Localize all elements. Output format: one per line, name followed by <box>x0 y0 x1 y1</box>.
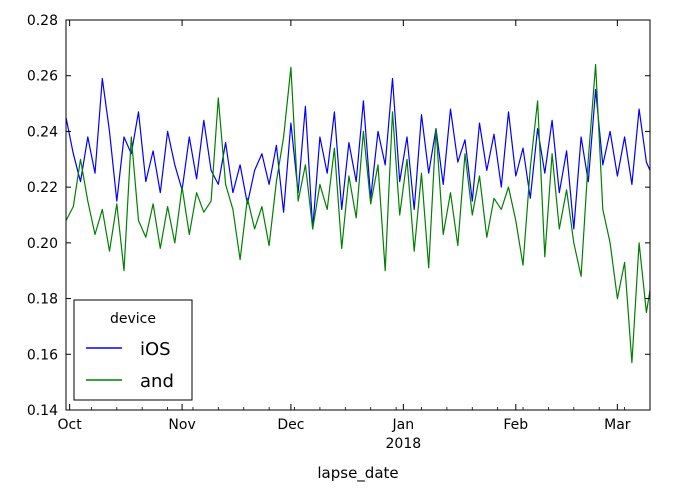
x-tick-label: Mar <box>604 417 631 433</box>
x-axis-label: lapse_date <box>317 464 398 483</box>
legend: device iOS and <box>73 299 193 401</box>
plot-frame <box>65 19 651 411</box>
legend-title: device <box>110 311 156 327</box>
x-tick-sublabel: 2018 <box>386 436 422 452</box>
x-tick-label: Oct <box>58 417 83 433</box>
legend-label-and: and <box>140 371 174 392</box>
y-tick-label: 0.18 <box>27 292 58 308</box>
y-tick-label: 0.24 <box>27 124 58 140</box>
legend-label-ios: iOS <box>140 339 171 360</box>
y-tick-label: 0.14 <box>27 403 58 419</box>
y-tick-label: 0.16 <box>27 347 58 363</box>
y-tick-label: 0.20 <box>27 236 58 252</box>
y-tick-label: 0.22 <box>27 180 58 196</box>
x-tick-label: Jan <box>392 417 415 433</box>
series-line-ios <box>65 77 651 230</box>
y-tick-label: 0.26 <box>27 69 58 85</box>
x-tick-label: Dec <box>277 417 304 433</box>
legend-box <box>73 299 193 401</box>
series-line-and <box>65 63 651 364</box>
x-tick-label: Feb <box>503 417 528 433</box>
y-tick-label: 0.28 <box>27 13 58 29</box>
x-tick-label: Nov <box>168 417 195 433</box>
